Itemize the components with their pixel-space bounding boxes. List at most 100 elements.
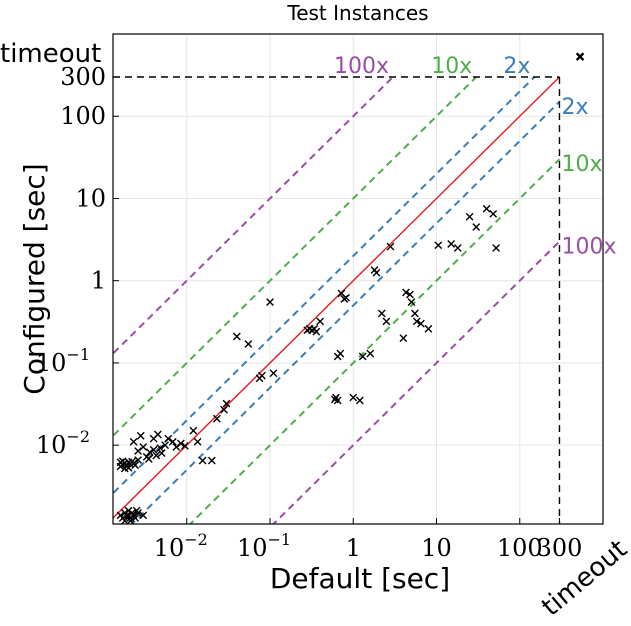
data-point [120, 516, 129, 525]
data-point [269, 369, 278, 378]
data-point [412, 317, 421, 326]
y-tick-label: 10 [75, 184, 106, 212]
ratio-label-below: 100x [561, 234, 616, 259]
ratio-label-above: 10x [431, 54, 472, 79]
ratio-line-above [113, 76, 536, 495]
data-point [129, 459, 138, 468]
data-point [258, 371, 266, 380]
ratio-line-above [113, 76, 394, 355]
y-tick-label: 10−1 [36, 345, 90, 377]
data-point [399, 334, 408, 343]
y-tick-label: 300 [60, 63, 106, 91]
x-tick-label: 10 [421, 534, 452, 562]
timeout-lines [113, 76, 561, 524]
data-point [168, 437, 177, 446]
plot-frame [112, 33, 604, 525]
data-point [244, 340, 253, 348]
data-point [144, 455, 153, 463]
data-point [232, 332, 241, 341]
data-point [482, 204, 491, 213]
data-point [382, 317, 391, 326]
data-point [164, 434, 173, 443]
data-point [447, 240, 456, 248]
data-point [402, 288, 410, 297]
x-tick-label: 10−2 [154, 530, 208, 562]
timeout-point [575, 52, 585, 61]
ratio-label-below: 10x [561, 152, 602, 177]
data-point [336, 349, 345, 358]
data-point [349, 393, 358, 402]
data-point [222, 399, 231, 408]
y-tick-label: 1 [91, 267, 106, 295]
y-tick-label: 10−2 [36, 427, 90, 459]
data-point [189, 426, 198, 435]
ratio-label-above: 100x [334, 54, 389, 79]
data-point [366, 349, 375, 358]
data-point [153, 430, 162, 439]
data-point [212, 414, 221, 423]
data-point [129, 437, 138, 446]
data-point [372, 268, 381, 277]
data-point [342, 293, 350, 302]
data-points [116, 52, 585, 525]
data-point [453, 244, 462, 252]
data-point [386, 242, 395, 251]
diagonal-line [113, 76, 560, 520]
data-point [220, 405, 228, 414]
data-point [465, 212, 474, 221]
data-point [434, 241, 443, 250]
y-tick-label: 100 [60, 102, 106, 130]
data-point [134, 456, 142, 464]
data-point [198, 456, 207, 465]
data-point [118, 457, 127, 466]
x-tick-label: 300 [537, 534, 583, 562]
data-point [312, 327, 321, 336]
data-point [316, 317, 325, 326]
x-tick-label: 100 [497, 534, 543, 562]
data-point [406, 290, 414, 299]
ratio-label-above: 2x [503, 54, 530, 79]
data-point [333, 396, 342, 405]
data-point [424, 324, 433, 333]
data-point [156, 444, 165, 453]
ratio-line-below [130, 101, 561, 524]
data-point [489, 209, 498, 218]
data-point [358, 352, 367, 361]
data-point [410, 309, 419, 318]
ratio-labels: 100x 100x 10x 10x 2x 2x [334, 54, 617, 259]
data-point [176, 439, 185, 448]
ratio-line-above [113, 76, 477, 438]
data-point [157, 449, 166, 458]
data-point [132, 506, 141, 515]
x-axis-label: Default [sec] [270, 562, 450, 595]
data-point [193, 437, 202, 446]
data-point [149, 445, 158, 454]
data-point [417, 319, 425, 328]
data-point [407, 298, 416, 306]
data-point [266, 298, 274, 306]
data-point [207, 456, 216, 465]
data-point [131, 514, 140, 522]
x-tick-label: 10−1 [237, 530, 291, 562]
chart-title: Test Instances [286, 1, 428, 25]
data-point [124, 511, 133, 520]
data-point [181, 441, 189, 450]
data-point [377, 309, 386, 318]
ratio-label-below: 2x [561, 95, 588, 120]
data-point [161, 441, 170, 450]
y-timeout-label: timeout [0, 39, 101, 69]
data-point [116, 458, 125, 467]
data-point [152, 451, 161, 460]
data-point [145, 448, 154, 457]
x-tick-label: 1 [346, 534, 361, 562]
y-axis-label: Configured [sec] [18, 163, 51, 394]
data-point [136, 431, 145, 440]
data-point [139, 511, 148, 520]
ratio-line-below [188, 158, 561, 524]
data-point [134, 447, 142, 455]
reference-lines [113, 76, 561, 524]
data-point [472, 223, 481, 231]
data-point [126, 516, 135, 525]
ratio-line-below [272, 240, 561, 524]
